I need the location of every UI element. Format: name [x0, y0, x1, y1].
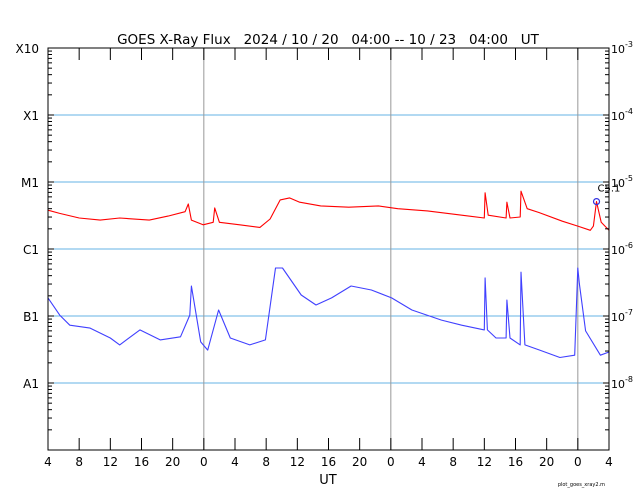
x-tick-label: 8: [449, 455, 457, 469]
x-tick-label: 16: [321, 455, 336, 469]
right-axis-label: 10-6: [611, 241, 633, 257]
right-axis-label: 10-7: [611, 308, 633, 324]
class-label-b1: B1: [23, 310, 39, 324]
chart-title: GOES X-Ray Flux 2024 / 10 / 20 04:00 -- …: [117, 32, 540, 48]
x-tick-label: 4: [418, 455, 426, 469]
x-tick-label: 20: [165, 455, 180, 469]
x-axis-label: UT: [319, 473, 337, 488]
series-short-line: [47, 267, 610, 359]
x-tick-label: 16: [508, 455, 523, 469]
x-tick-label: 8: [262, 455, 270, 469]
class-label-x10: X10: [16, 42, 40, 56]
x-tick-label: 4: [231, 455, 239, 469]
class-label-x1: X1: [23, 109, 39, 123]
x-tick-label: 4: [605, 455, 613, 469]
x-tick-label: 20: [539, 455, 554, 469]
credit-label: plot_goes_xray2.m: [558, 482, 605, 488]
peak-marker: [592, 197, 601, 206]
x-tick-label: 0: [387, 455, 395, 469]
right-axis-label: 10-5: [611, 174, 633, 190]
right-axis-label: 10-4: [611, 107, 633, 123]
x-tick-label: 8: [75, 455, 83, 469]
class-label-a1: A1: [23, 377, 39, 391]
x-tick-label: 4: [44, 455, 52, 469]
right-axis-label: 10-8: [611, 375, 633, 391]
series-long-line: [47, 190, 610, 231]
x-tick-label: 12: [103, 455, 118, 469]
x-tick-label: 0: [200, 455, 208, 469]
x-tick-label: 0: [574, 455, 582, 469]
x-tick-label: 12: [477, 455, 492, 469]
x-tick-label: 16: [134, 455, 149, 469]
x-tick-label: 20: [352, 455, 367, 469]
right-axis-label: 10-3: [611, 40, 633, 56]
class-label-c1: C1: [23, 243, 39, 257]
x-tick-label: 12: [290, 455, 305, 469]
class-label-m1: M1: [21, 176, 39, 190]
